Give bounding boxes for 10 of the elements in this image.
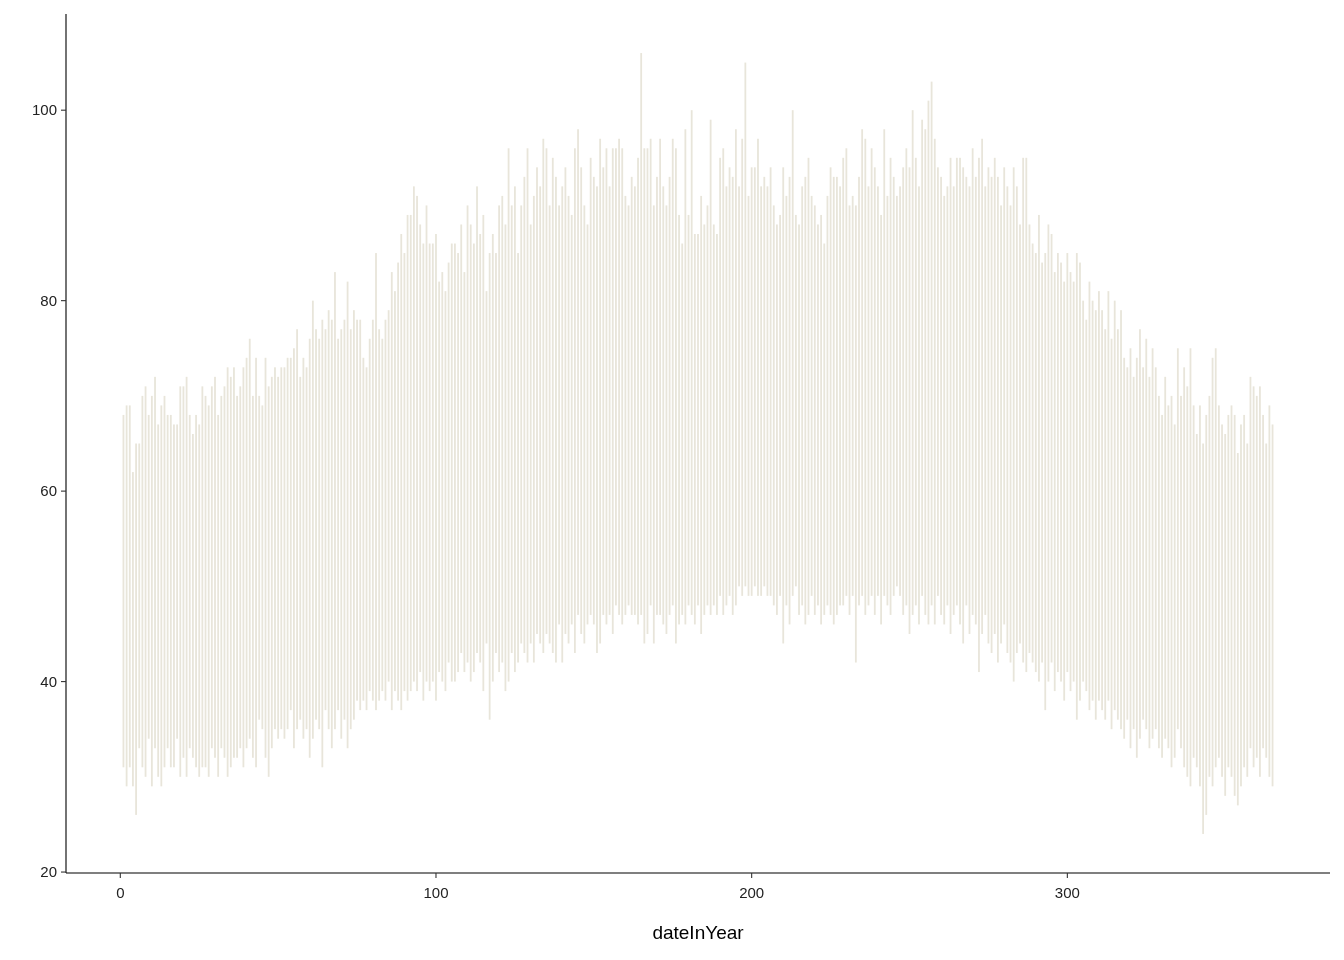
x-tick-label: 200: [739, 884, 765, 901]
y-tick-label: 40: [40, 672, 57, 690]
x-axis-title: dateInYear: [652, 922, 745, 943]
y-tick-label: 20: [40, 863, 57, 881]
y-tick-label: 80: [40, 291, 57, 309]
y-tick-label: 60: [40, 482, 57, 500]
x-tick-label: 300: [1054, 884, 1080, 901]
x-tick-label: 100: [423, 884, 449, 901]
x-tick-label: 0: [116, 884, 125, 901]
y-tick-label: 100: [31, 101, 57, 119]
